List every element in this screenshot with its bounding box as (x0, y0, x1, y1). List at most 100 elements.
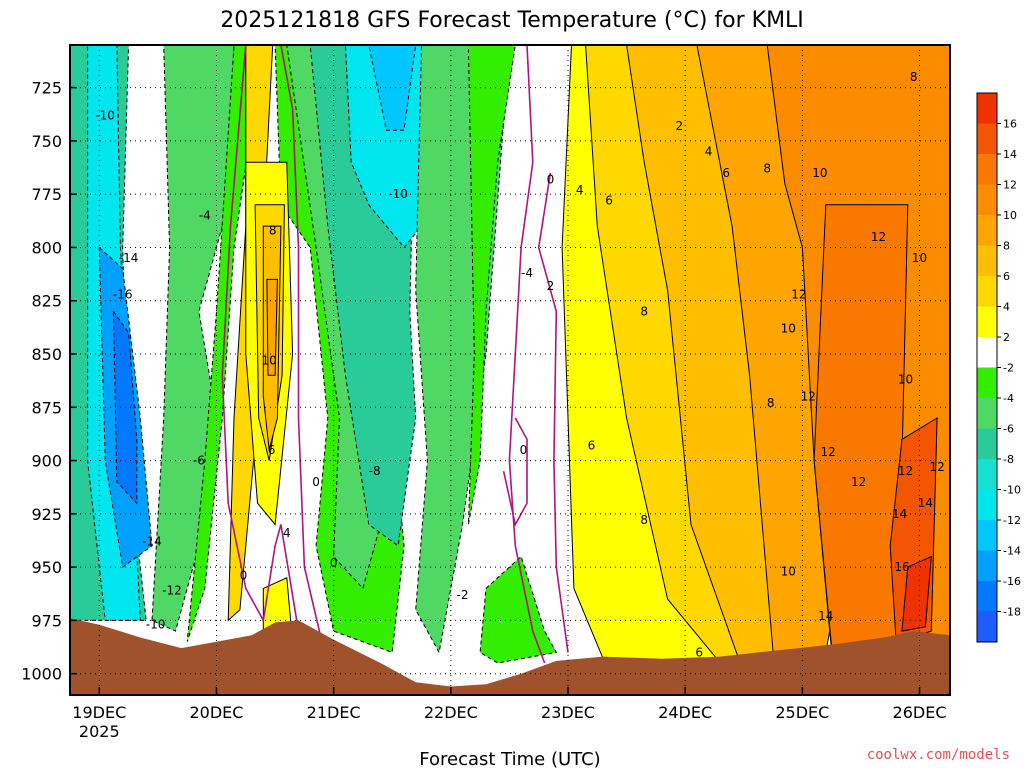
y-tick-label-850: 850 (31, 345, 62, 364)
x-tick-label-20DEC: 20DEC (189, 703, 243, 722)
zero-contour-2 (508, 45, 546, 664)
contour-label-1: -14 (119, 251, 139, 265)
contour-label-32: 12 (871, 230, 886, 244)
colorbar-swatch-8 (977, 337, 997, 368)
temperature-band-11 (368, 45, 417, 131)
x-year-label: 2025 (79, 722, 120, 741)
contour-label-21: 0 (547, 172, 555, 186)
colorbar-swatch-5 (977, 245, 997, 277)
contour-label-5: -10 (146, 618, 166, 632)
y-tick-label-750: 750 (31, 132, 62, 151)
contour-label-23: 6 (605, 194, 613, 208)
contour-label-38: 10 (898, 373, 913, 387)
x-tick-label-24DEC: 24DEC (658, 703, 712, 722)
colorbar-swatch-17 (977, 611, 997, 643)
contour-label-46: 16 (894, 560, 909, 574)
colorbar-label-10: -6 (1003, 423, 1014, 436)
colorbar-swatch-7 (977, 306, 997, 338)
contour-label-6: -4 (199, 208, 211, 222)
colorbar-label-6: 4 (1003, 301, 1010, 314)
colorbar-swatch-0 (977, 93, 997, 124)
colorbar-swatch-15 (977, 550, 997, 582)
colorbar: 16 14 12 10 8 6 4 2 -2 -4 -6 -8 -10 -12 -14 -16 -18 (976, 92, 1021, 643)
colorbar-label-0: 16 (1003, 118, 1017, 131)
contour-label-14: 0 (330, 556, 338, 570)
contour-label-18: 0 (520, 443, 528, 457)
zero-contour-0 (221, 45, 317, 675)
y-tick-label-800: 800 (31, 238, 62, 257)
contour-label-47: 14 (818, 609, 833, 623)
temperature-band-5 (186, 45, 264, 642)
contour-label-0: -10 (95, 108, 115, 122)
colorbar-swatch-4 (977, 215, 997, 246)
contour-label-35: 10 (781, 321, 796, 335)
colorbar-swatch-2 (977, 154, 997, 185)
colorbar-label-4: 8 (1003, 240, 1010, 253)
zero-contour-3 (537, 172, 569, 653)
contour-label-33: 10 (912, 251, 927, 265)
y-tick-label-875: 875 (31, 398, 62, 417)
contour-label-26: 8 (640, 513, 648, 527)
contour-label-39: 12 (820, 445, 835, 459)
plot-frame (69, 44, 951, 696)
contour-label-45: 10 (781, 564, 796, 578)
contour-label-17: -2 (457, 588, 469, 602)
contour-label-3: -14 (142, 535, 162, 549)
colorbar-label-15: -16 (1003, 575, 1021, 588)
contour-label-24: 6 (588, 439, 596, 453)
y-tick-label-900: 900 (31, 452, 62, 471)
contour-label-15: -10 (388, 187, 408, 201)
contour-label-43: 14 (892, 507, 907, 521)
colorbar-swatch-3 (977, 184, 997, 216)
contour-label-42: 12 (929, 460, 944, 474)
contour-label-31: 10 (812, 166, 827, 180)
terrain-surface (70, 618, 950, 695)
temperature-band-22 (901, 555, 932, 632)
colorbar-swatch-10 (977, 398, 997, 429)
contour-label-40: 12 (851, 475, 866, 489)
y-tick-label-925: 925 (31, 505, 62, 524)
contour-label-44: 14 (918, 496, 933, 510)
colorbar-swatch-9 (977, 367, 997, 399)
x-tick-label-21DEC: 21DEC (307, 703, 361, 722)
contour-label-10: 10 (262, 353, 277, 367)
contour-label-27: 2 (676, 119, 684, 133)
colorbar-label-12: -10 (1003, 484, 1021, 497)
colorbar-swatch-1 (977, 123, 997, 155)
x-tick-label-25DEC: 25DEC (775, 703, 829, 722)
colorbar-swatch-14 (977, 520, 997, 551)
contour-label-29: 6 (722, 166, 730, 180)
y-tick-label-1000: 1000 (21, 665, 62, 684)
contour-label-36: 8 (767, 396, 775, 410)
colorbar-label-5: 6 (1003, 270, 1010, 283)
credit-link[interactable]: coolwx.com/models (867, 747, 1010, 763)
x-tick-label-23DEC: 23DEC (541, 703, 595, 722)
colorbar-label-16: -18 (1003, 606, 1021, 619)
contour-label-9: 8 (269, 223, 277, 237)
colorbar-label-3: 10 (1003, 209, 1017, 222)
contour-label-28: 4 (705, 145, 713, 159)
x-axis-label: Forecast Time (UTC) (419, 749, 600, 768)
contour-label-48: 6 (695, 645, 703, 659)
axes: 725750775800825850875900925950975100019D… (21, 79, 946, 741)
contour-label-25: 8 (640, 304, 648, 318)
colorbar-swatch-12 (977, 459, 997, 490)
x-tick-label-19DEC: 19DEC (72, 703, 126, 722)
contour-label-20: 2 (547, 279, 555, 293)
y-tick-label-775: 775 (31, 185, 62, 204)
y-tick-label-825: 825 (31, 292, 62, 311)
colorbar-label-14: -14 (1003, 545, 1021, 558)
contour-label-8: 0 (240, 569, 248, 583)
contour-label-22: 4 (576, 183, 584, 197)
y-tick-label-725: 725 (31, 79, 62, 98)
colorbar-swatch-11 (977, 428, 997, 460)
contour-label-11: 6 (268, 443, 276, 457)
temperature-band-13 (467, 45, 516, 525)
colorbar-label-8: -2 (1003, 362, 1014, 375)
contour-label-12: 4 (283, 526, 291, 540)
x-tick-label-22DEC: 22DEC (424, 703, 478, 722)
colorbar-swatch-16 (977, 581, 997, 612)
contour-label-4: -12 (162, 584, 182, 598)
temperature-band-14 (479, 555, 558, 664)
